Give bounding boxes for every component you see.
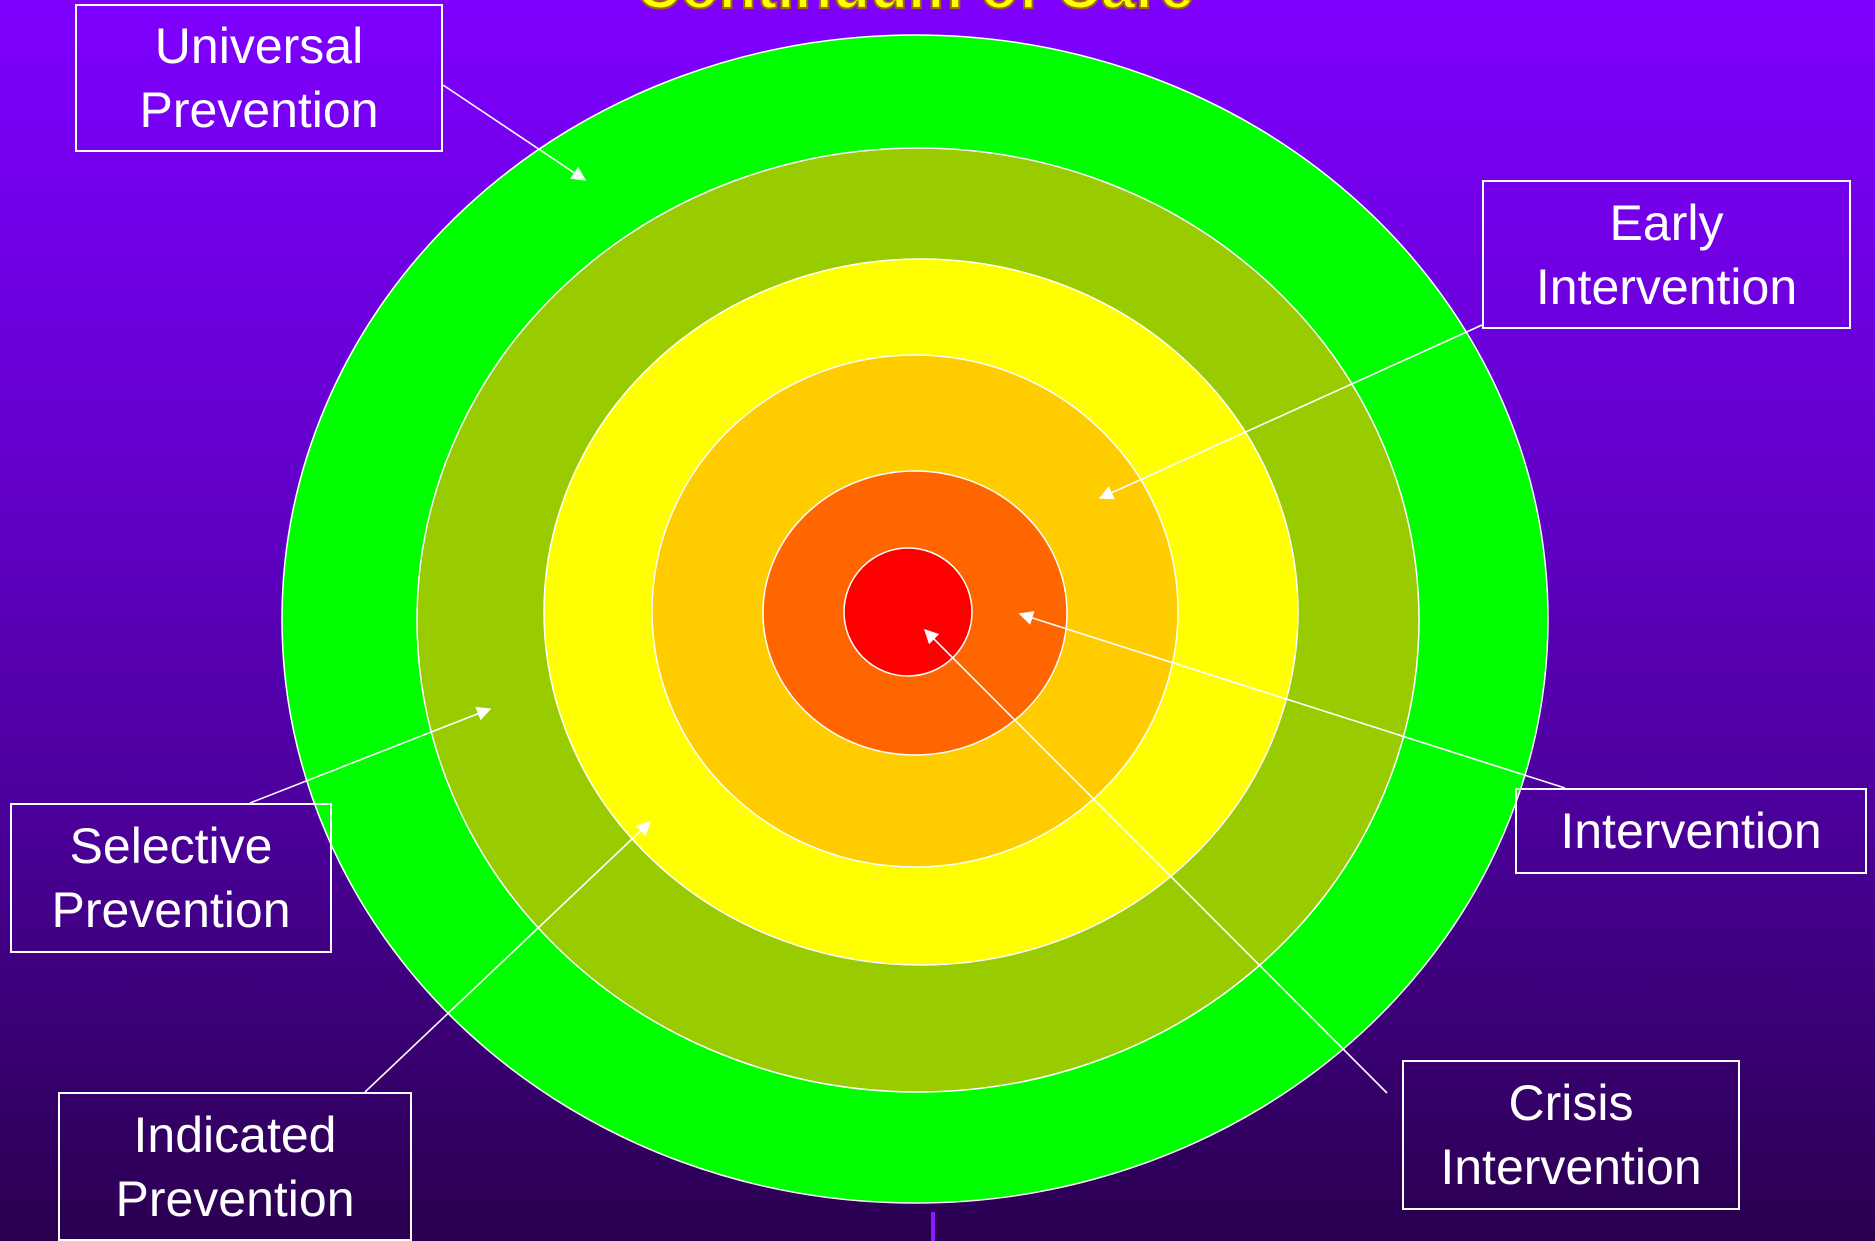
label-universal-prevention-line2: Prevention [139,82,379,138]
leader-intervention [1018,611,1566,789]
bottom-tick-mark [931,1212,935,1241]
label-crisis-intervention-line2: Intervention [1440,1139,1702,1195]
label-crisis-intervention: Crisis Intervention [1402,1060,1740,1210]
label-early-intervention-line2: Intervention [1535,258,1798,315]
label-selective-prevention-line2: Prevention [51,882,291,938]
label-crisis-intervention-line1: Crisis [1508,1075,1634,1131]
label-indicated-prevention-line2: Prevention [115,1170,355,1227]
label-early-intervention: Early Intervention [1482,180,1851,329]
label-indicated-prevention: Indicated Prevention [58,1092,412,1241]
leader-selective-prevention [249,707,492,804]
leader-crisis-intervention [923,628,1388,1094]
label-selective-prevention: Selective Prevention [10,803,332,953]
label-selective-prevention-line1: Selective [69,818,273,874]
label-universal-prevention-line1: Universal [154,18,364,74]
page-title: Continuum of Care [636,0,1194,22]
label-universal-prevention: Universal Prevention [75,4,443,152]
label-intervention-line1: Intervention [1560,803,1822,859]
leader-universal-prevention [442,84,587,181]
label-early-intervention-line1: Early [1609,194,1724,251]
label-intervention: Intervention [1515,788,1867,874]
leader-early-intervention [1098,324,1483,500]
label-indicated-prevention-line1: Indicated [133,1106,337,1163]
leader-indicated-prevention [364,821,652,1093]
